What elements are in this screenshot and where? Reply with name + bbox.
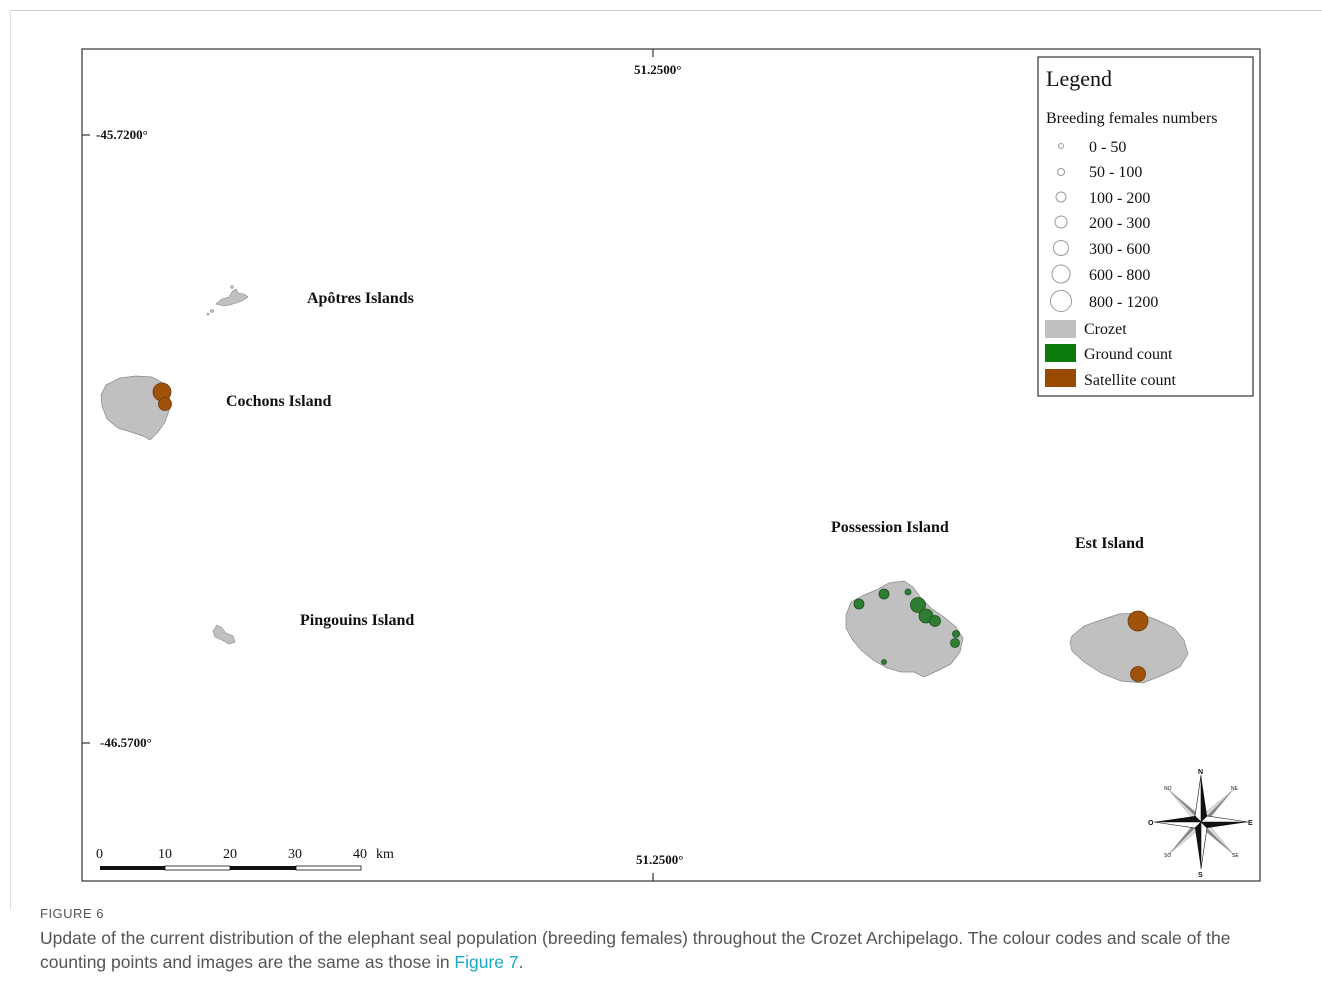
scale-unit-label: km — [376, 847, 394, 862]
upper-lat-label: -45.7200° — [96, 127, 148, 142]
legend-size-label: 800 - 1200 — [1089, 294, 1158, 311]
ground-count-point — [878, 588, 890, 600]
legend-size-circle — [1050, 290, 1072, 312]
page-top-rule — [10, 10, 1322, 11]
legend-label-ground: Ground count — [1084, 346, 1173, 363]
compass-label-n: N — [1198, 769, 1203, 776]
compass-label-e: E — [1248, 820, 1253, 827]
legend-swatch-satellite — [1045, 369, 1076, 387]
legend-size-circle — [1058, 143, 1064, 149]
ground-count-point — [950, 638, 960, 648]
legend-size-label: 200 - 300 — [1089, 215, 1150, 232]
legend-size-circle — [1057, 168, 1065, 176]
scale-tick-label: 0 — [96, 847, 103, 862]
caption-text: Update of the current distribution of th… — [40, 928, 1231, 972]
possession-island-label: Possession Island — [831, 519, 949, 536]
satellite-count-point — [1127, 610, 1149, 632]
legend-size-circle — [1053, 240, 1069, 256]
compass-rose-icon: N S E O NO NE SO SE — [1148, 769, 1253, 879]
scale-bar: 0 10 20 30 40 km — [96, 847, 394, 871]
top-lon-label: 51.2500° — [634, 62, 681, 77]
est-island-label: Est Island — [1075, 535, 1144, 552]
ground-count-points — [853, 588, 960, 665]
legend: Legend Breeding females numbers 0 - 50 5… — [1037, 56, 1254, 397]
pingouins-island-label: Pingouins Island — [300, 612, 414, 629]
est-island-shape — [1069, 612, 1189, 684]
figure-label: FIGURE 6 — [40, 906, 104, 921]
apotres-islands-label: Apôtres Islands — [307, 290, 414, 307]
caption-end: . — [518, 952, 524, 972]
bottom-lon-label: 51.2500° — [636, 852, 683, 867]
legend-size-circle — [1055, 191, 1067, 203]
legend-title: Legend — [1046, 66, 1112, 91]
legend-swatch-ground — [1045, 344, 1076, 362]
possession-island-shape — [845, 580, 964, 678]
legend-label-crozet: Crozet — [1084, 321, 1127, 338]
legend-swatch-crozet — [1045, 320, 1076, 338]
satellite-count-point — [1130, 666, 1146, 682]
legend-size-label: 600 - 800 — [1089, 267, 1150, 284]
scale-tick-label: 10 — [158, 847, 172, 862]
legend-size-label: 0 - 50 — [1089, 139, 1126, 156]
ground-count-point — [929, 615, 941, 627]
page-left-rule — [10, 10, 11, 910]
ground-count-point — [952, 630, 960, 638]
scale-tick-label: 20 — [223, 847, 237, 862]
legend-size-label: 50 - 100 — [1089, 164, 1142, 181]
figure-caption: Update of the current distribution of th… — [40, 926, 1280, 974]
legend-size-label: 100 - 200 — [1089, 190, 1150, 207]
ground-count-point — [853, 598, 865, 610]
compass-label-so: SO — [1164, 853, 1171, 859]
ground-count-point — [910, 597, 926, 613]
cochons-island-label: Cochons Island — [226, 393, 331, 410]
legend-size-label: 300 - 600 — [1089, 241, 1150, 258]
figure-7-link[interactable]: Figure 7 — [454, 952, 519, 972]
compass-label-ne: NE — [1231, 786, 1239, 792]
ground-count-point — [881, 659, 887, 665]
legend-subtitle: Breeding females numbers — [1046, 110, 1218, 127]
legend-size-circle — [1051, 264, 1071, 284]
compass-label-o: O — [1148, 820, 1154, 827]
compass-label-se: SE — [1232, 853, 1239, 859]
satellite-count-point — [158, 397, 172, 411]
scale-tick-label: 30 — [288, 847, 302, 862]
ground-count-point — [904, 588, 912, 596]
apotres-islands-shape — [206, 285, 249, 316]
pingouins-island-shape — [212, 624, 236, 645]
legend-size-circle — [1054, 215, 1068, 229]
satellite-count-points — [152, 382, 1149, 682]
legend-box — [1037, 56, 1254, 397]
lower-lat-label: -46.5700° — [100, 735, 152, 750]
scale-tick-label: 40 — [353, 847, 367, 862]
compass-label-no: NO — [1164, 786, 1172, 792]
legend-label-satellite: Satellite count — [1084, 372, 1177, 389]
compass-label-s: S — [1198, 872, 1203, 879]
map-figure: 51.2500° 51.2500° -45.7200° -46.5700° Ap… — [81, 48, 1261, 882]
